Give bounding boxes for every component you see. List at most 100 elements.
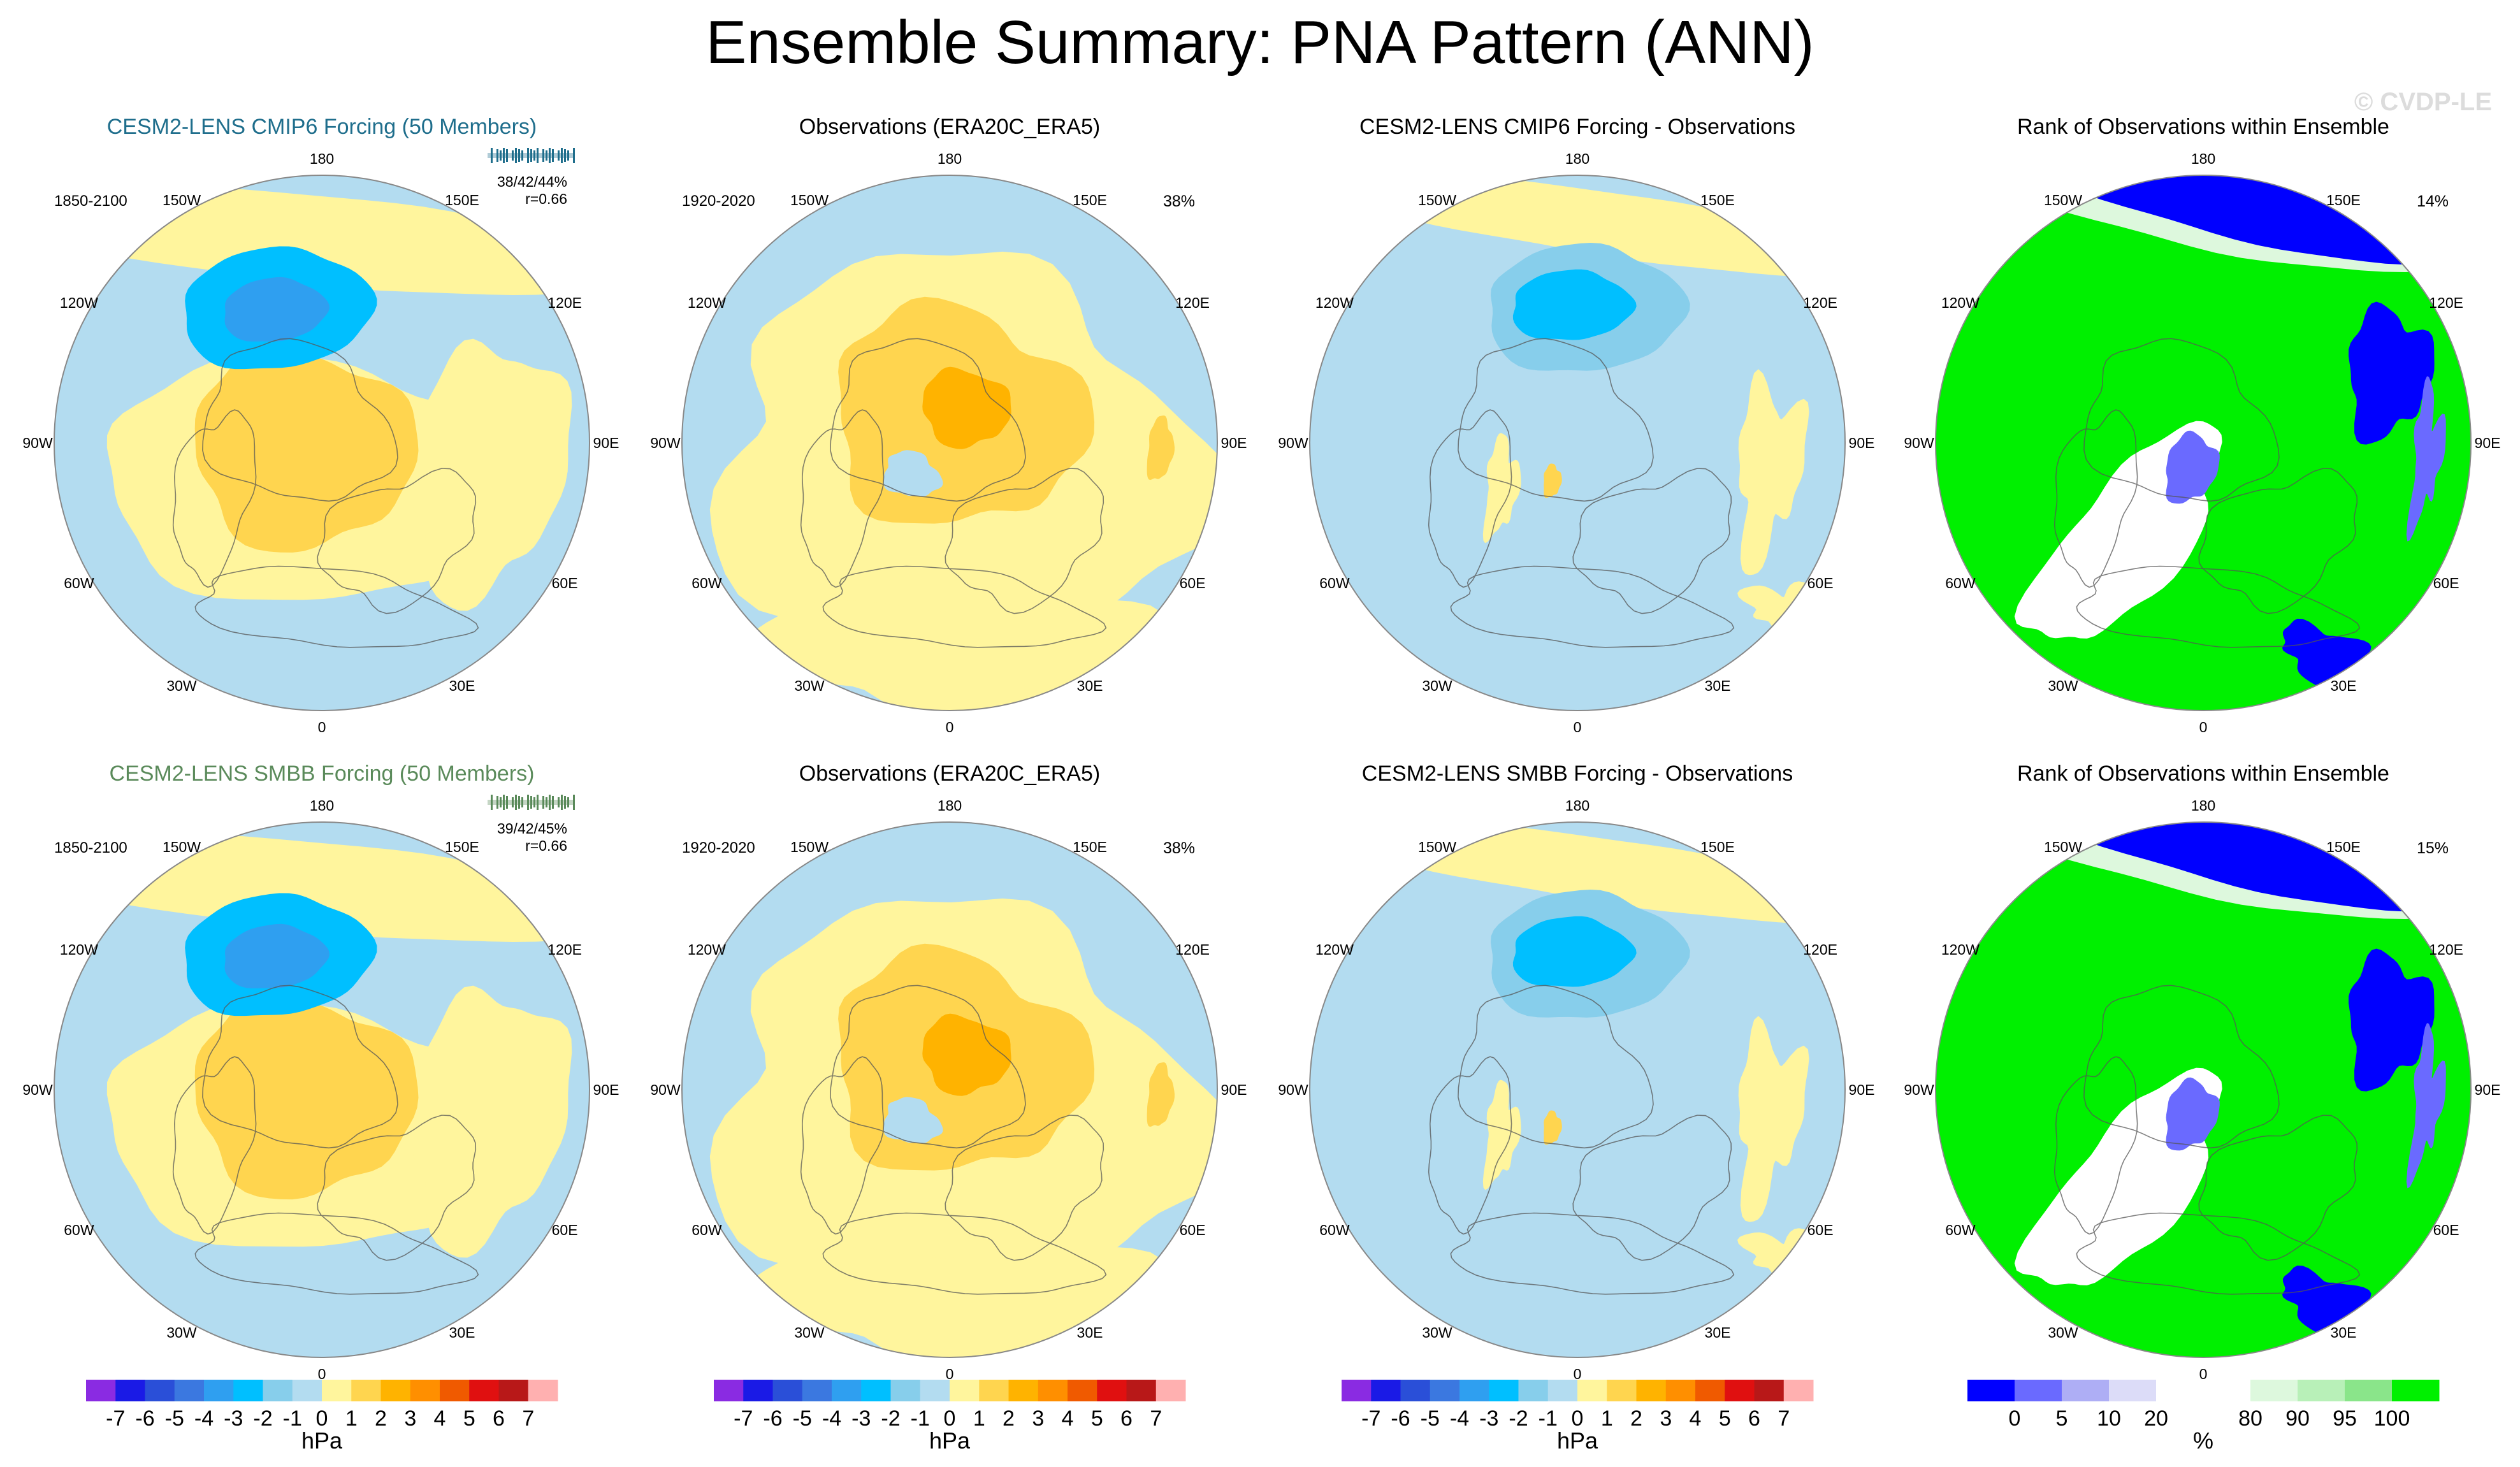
- lon-label: 120W: [60, 294, 98, 311]
- lon-label: 60E: [2433, 575, 2459, 591]
- colorbar-tick-label: -2: [881, 1406, 900, 1431]
- lon-label: 90E: [1849, 1081, 1875, 1098]
- panel-title: Observations (ERA20C_ERA5): [799, 762, 1101, 786]
- colorbar-tick-label: 20: [2144, 1406, 2168, 1431]
- period-label: 1920-2020: [682, 839, 755, 856]
- colorbar-tick-label: -7: [734, 1406, 753, 1431]
- colorbar-tick-label: 3: [1660, 1406, 1672, 1431]
- colorbar-swatch: [2345, 1380, 2393, 1401]
- lon-label: 30E: [1705, 1324, 1731, 1341]
- colorbar-swatch: [2298, 1380, 2345, 1401]
- lon-label: 60E: [1807, 575, 1834, 591]
- lon-label: 30W: [2048, 1324, 2078, 1341]
- lon-label: 120W: [1315, 941, 1354, 958]
- colorbar-tick-label: 6: [1120, 1406, 1133, 1431]
- lon-label: 30W: [166, 677, 197, 694]
- colorbar-tick-label: 100: [2374, 1406, 2410, 1431]
- polar-map: 180 150E 120E 90E 60E 30E 0 30W 60W 90W 120W 150W: [22, 150, 619, 735]
- colorbar-swatch: [832, 1380, 862, 1401]
- lon-label: 150E: [445, 839, 479, 855]
- lon-label: 150E: [2326, 192, 2361, 208]
- colorbar-swatch: [1489, 1380, 1519, 1401]
- colorbar-tick-label: 7: [1778, 1406, 1790, 1431]
- colorbar-swatch: [1155, 1380, 1186, 1401]
- lon-label: 0: [2199, 719, 2208, 735]
- colorbar-swatch: [1430, 1380, 1460, 1401]
- lon-label: 180: [2191, 797, 2215, 814]
- colorbar-swatch: [292, 1380, 322, 1401]
- colorbar-swatch: [2250, 1380, 2298, 1401]
- coastlines: [2053, 985, 2361, 1295]
- lon-label: 30E: [1077, 677, 1103, 694]
- colorbar-swatch: [1783, 1380, 1814, 1401]
- colorbar-unit: hPa: [929, 1427, 971, 1454]
- lon-label: 150E: [1700, 839, 1735, 855]
- colorbar-swatch: [920, 1380, 950, 1401]
- lon-label: 60W: [1945, 1222, 1976, 1238]
- colorbar-swatch: [1725, 1380, 1755, 1401]
- rank-percent: 15%: [2417, 839, 2449, 857]
- colorbar-swatch: [1754, 1380, 1785, 1401]
- map-boundary: [1935, 821, 2472, 1358]
- colorbar-tick-label: 7: [1150, 1406, 1162, 1431]
- colorbar-tick-label: 0: [316, 1406, 328, 1431]
- lon-label: 180: [938, 150, 962, 167]
- colorbar-tick-label: 1: [1601, 1406, 1613, 1431]
- lon-label: 120E: [2429, 294, 2463, 311]
- lon-label: 150E: [1073, 192, 1107, 208]
- colorbar-tick-label: -6: [135, 1406, 154, 1431]
- colorbar-swatch: [1068, 1380, 1097, 1401]
- colorbar: -7 -6 -5 -4 -3 -2 -1 0 1 2 3 4 5 6 7 hPa: [1342, 1380, 1814, 1454]
- polar-map: 180 150E 120E 90E 60E 30E 0 30W 60W 90W 120W 150W: [650, 150, 1247, 735]
- polar-map: 180 150E 120E 90E 60E 30E 0 30W 60W 90W 120W 150W: [1278, 150, 1874, 735]
- correlation-value: r=0.66: [525, 837, 567, 854]
- colorbar-swatch: [1607, 1380, 1637, 1401]
- map-boundary: [54, 821, 590, 1358]
- lon-label: 60W: [692, 575, 722, 591]
- map-panel: Rank of Observations within Ensemble 180 1…: [1904, 762, 2520, 1399]
- lon-label: 30W: [166, 1324, 197, 1341]
- lon-label: 30E: [449, 1324, 475, 1341]
- lon-label: 30W: [1422, 677, 1452, 694]
- lon-label: 150W: [1418, 192, 1456, 208]
- colorbar: 0 5 10 20 80 90 95 100%: [1967, 1380, 2440, 1454]
- polar-map: 180 150E 120E 90E 60E 30E 0 30W 60W 90W 120W 150W: [22, 797, 619, 1382]
- colorbar-tick-label: 4: [1062, 1406, 1074, 1431]
- lon-label: 150E: [1073, 839, 1107, 855]
- coastlines: [1428, 338, 1735, 648]
- lon-label: 60E: [1180, 575, 1206, 591]
- lon-label: 30W: [794, 677, 825, 694]
- lon-label: 90E: [593, 435, 619, 451]
- lon-label: 90E: [1221, 1081, 1247, 1098]
- lon-label: 90W: [1278, 435, 1308, 451]
- colorbar-tick-label: 5: [2056, 1406, 2068, 1431]
- colorbar-swatch: [115, 1380, 145, 1401]
- lon-label: 60E: [1180, 1222, 1206, 1238]
- panel-title: CESM2-LENS SMBB Forcing - Observations: [1361, 762, 1793, 786]
- lon-label: 120E: [1175, 941, 1210, 958]
- colorbar-swatch: [1038, 1380, 1068, 1401]
- lon-label: 180: [310, 797, 334, 814]
- panel-title: CESM2-LENS CMIP6 Forcing (50 Members): [106, 115, 537, 139]
- period-label: 1920-2020: [682, 192, 755, 210]
- colorbar-swatch: [410, 1380, 440, 1401]
- colorbar-swatch: [145, 1380, 175, 1401]
- polar-map: 180 150E 120E 90E 60E 30E 0 30W 60W 90W 120W 150W: [650, 797, 1247, 1382]
- colorbar-tick-label: -2: [253, 1406, 272, 1431]
- lon-label: 150W: [1418, 839, 1456, 855]
- correlation-value: r=0.66: [525, 191, 567, 207]
- colorbar-swatch: [1577, 1380, 1607, 1401]
- rank-percent: 14%: [2417, 192, 2449, 210]
- lon-label: 150W: [790, 192, 829, 208]
- lon-label: 90W: [22, 1081, 53, 1098]
- panel-title: Observations (ERA20C_ERA5): [799, 115, 1101, 139]
- colorbar-tick-label: -4: [822, 1406, 841, 1431]
- colorbar-tick-label: -7: [106, 1406, 125, 1431]
- colorbar-swatch: [950, 1380, 980, 1401]
- coastlines: [800, 338, 1107, 648]
- map-panel: CESM2-LENS CMIP6 Forcing (50 Members) 180…: [22, 115, 669, 752]
- colorbar-swatch: [2062, 1380, 2110, 1401]
- lon-label: 150E: [1700, 192, 1735, 208]
- lon-label: 90E: [2475, 435, 2501, 451]
- lon-label: 0: [946, 719, 954, 735]
